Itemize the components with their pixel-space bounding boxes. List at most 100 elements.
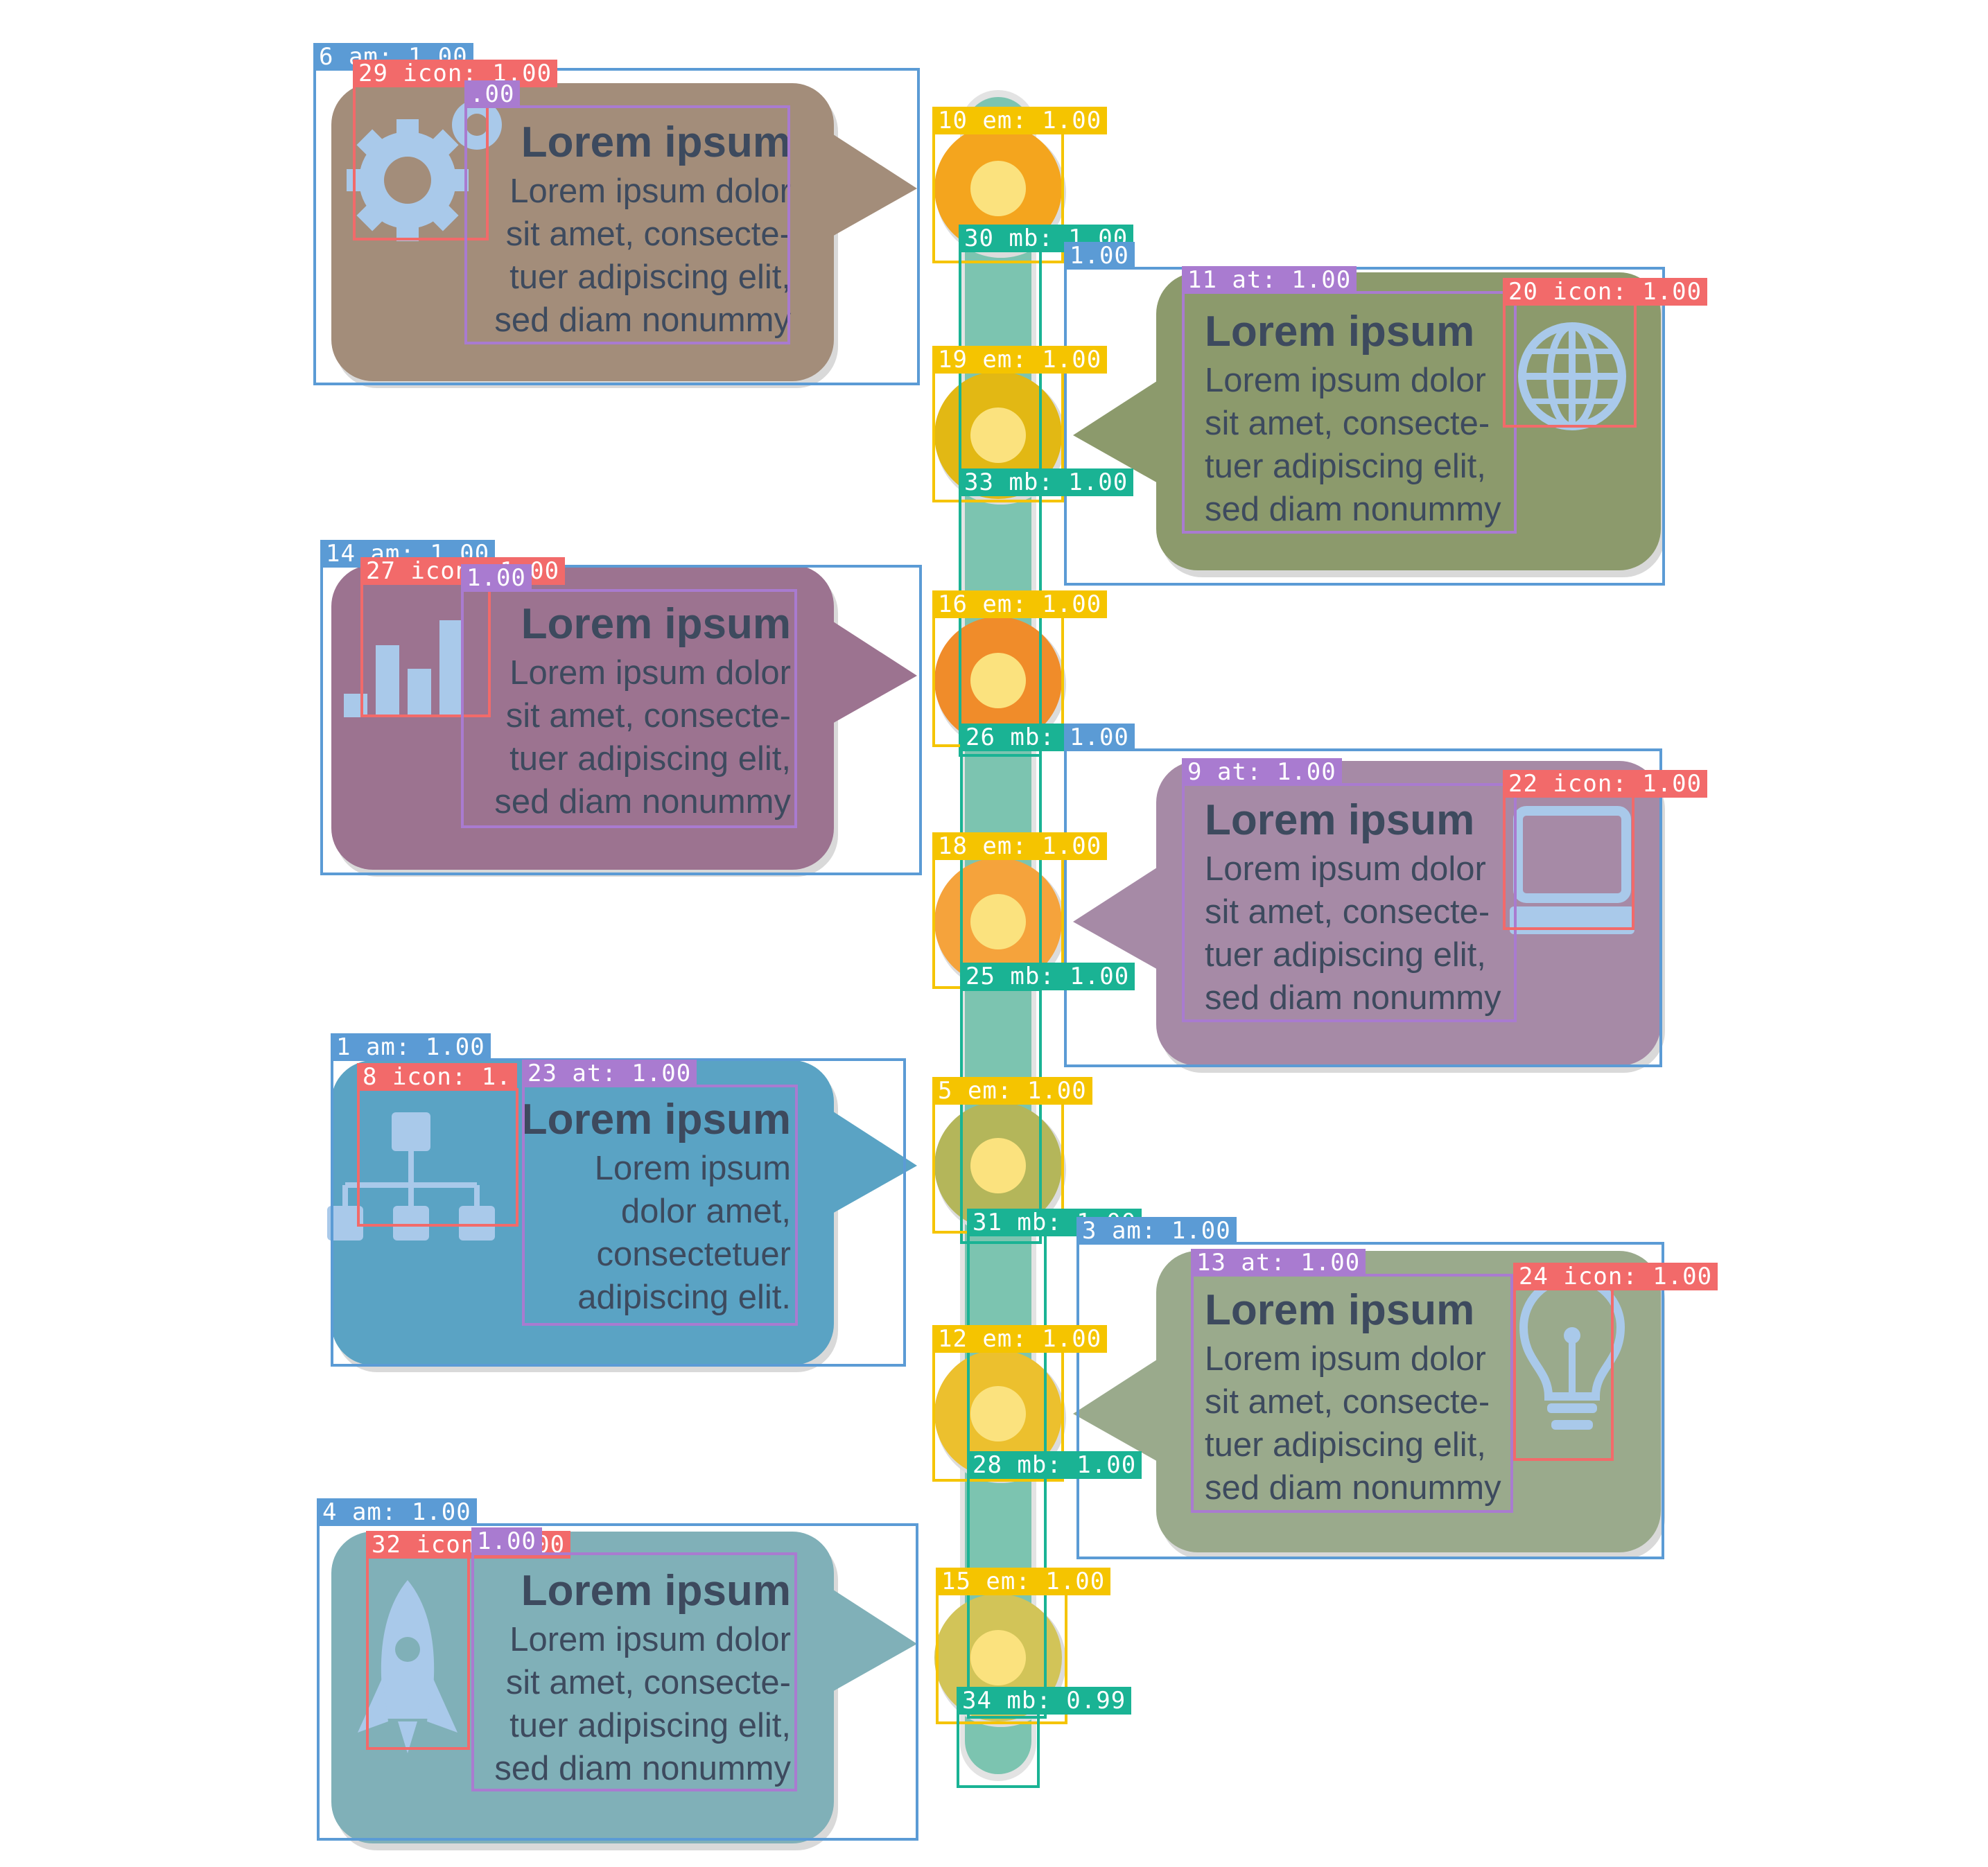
- card-body: Lorem ipsum dolor sit amet, consecte-tuer…: [494, 1618, 791, 1790]
- org-chart-icon: [327, 1112, 495, 1241]
- timeline-card: [331, 1532, 917, 1850]
- card-pointer: [1073, 866, 1159, 970]
- timeline-node-core: [970, 894, 1026, 949]
- annotation-label: 3 am: 1.00: [1076, 1217, 1237, 1245]
- annotation-box: 11 at: 1.00: [1182, 266, 1517, 534]
- annotation-label: 4 am: 1.00: [317, 1498, 477, 1526]
- card-body-line: tuer adipiscing elit,: [1205, 448, 1486, 485]
- card-bubble: [331, 1060, 834, 1365]
- annotation-box: 19 em: 1.00: [932, 346, 1108, 502]
- card-body-line: tuer adipiscing elit,: [1205, 1426, 1486, 1464]
- card-body-line: sit amet, consecte-: [1205, 1383, 1490, 1421]
- card-body: Lorem ipsum dolor sit amet, consecte-tuer…: [494, 170, 791, 342]
- card-body-line: sed diam nonummy: [494, 783, 791, 821]
- timeline-card: [1073, 272, 1665, 577]
- annotation-label: 10 em: 1.00: [932, 107, 1108, 134]
- annotation-label: 22 icon: 1.00: [1503, 770, 1708, 798]
- card-body: Lorem ipsum dolor sit amet, consecte-tuer…: [1205, 1338, 1501, 1509]
- annotation-label: 1.00: [461, 564, 532, 592]
- bar-chart-icon: [344, 620, 463, 717]
- card-body-line: sit amet, consecte-: [505, 1664, 791, 1701]
- card-body-line: adipiscing elit.: [577, 1279, 791, 1316]
- annotation-label: 16 em: 1.00: [932, 590, 1108, 618]
- annotation-box: 25 mb: 1.00: [960, 963, 1135, 1244]
- card-body-line: Lorem ipsum dolor: [1205, 362, 1486, 399]
- annotation-box: 29 icon: 1.00: [353, 60, 558, 240]
- card-title: Lorem ipsum: [521, 600, 791, 648]
- annotation-label: 24 icon: 1.00: [1513, 1263, 1718, 1290]
- timeline-node-core: [970, 161, 1026, 216]
- card-bubble: [1156, 1251, 1661, 1552]
- annotation-box: 1.00: [1064, 242, 1665, 586]
- timeline-node-core: [970, 1138, 1026, 1193]
- annotation-box: 18 em: 1.00: [932, 832, 1108, 989]
- card-body: Lorem ipsum dolor sit amet, consecte-tuer…: [1205, 848, 1501, 1019]
- card-body-line: Lorem ipsum dolor: [509, 173, 791, 210]
- timeline-card: [331, 83, 917, 388]
- annotation-label: .00: [464, 80, 521, 108]
- card-body-line: sed diam nonummy: [494, 301, 791, 339]
- annotation-box: 28 mb: 1.00: [967, 1451, 1142, 1719]
- annotation-box: 9 at: 1.00: [1182, 758, 1517, 1022]
- card-body: Lorem ipsum dolor amet, consectetuer adipis…: [577, 1147, 791, 1319]
- card-bubble: [331, 1532, 834, 1843]
- card-bubble: [331, 83, 834, 381]
- annotation-label: 9 at: 1.00: [1182, 758, 1342, 786]
- annotation-box: 1.00: [461, 564, 797, 828]
- annotation-box: 15 em: 1.00: [936, 1568, 1111, 1724]
- annotation-label: 1 am: 1.00: [331, 1033, 491, 1061]
- card-body-line: sit amet, consecte-: [505, 697, 791, 735]
- card-pointer: [831, 1588, 917, 1692]
- annotation-box: 8 icon: 1.: [357, 1063, 518, 1227]
- timeline-card: [327, 1060, 917, 1372]
- annotation-label: 29 icon: 1.00: [353, 60, 558, 87]
- annotation-label: 15 em: 1.00: [936, 1568, 1111, 1595]
- card-title: Lorem ipsum: [521, 119, 791, 166]
- timeline-node-core: [970, 1386, 1026, 1441]
- annotation-box: 1.00: [471, 1527, 797, 1791]
- card-body-line: sed diam nonummy: [1205, 1469, 1501, 1507]
- timeline-node-core: [970, 407, 1026, 463]
- card-body-line: tuer adipiscing elit,: [509, 1707, 791, 1744]
- card-body-line: tuer adipiscing elit,: [509, 740, 791, 778]
- card-title: Lorem ipsum: [521, 1096, 791, 1143]
- rocket-icon: [358, 1580, 457, 1753]
- annotation-label: 1.00: [1064, 242, 1135, 270]
- card-title: Lorem ipsum: [1205, 796, 1475, 844]
- card-title: Lorem ipsum: [1205, 308, 1475, 356]
- annotation-label: 8 icon: 1.: [357, 1063, 517, 1091]
- card-pointer: [831, 133, 917, 237]
- annotation-label: 12 em: 1.00: [932, 1325, 1108, 1353]
- card-body-line: tuer adipiscing elit,: [509, 258, 791, 296]
- annotation-label: 33 mb: 1.00: [959, 468, 1134, 496]
- card-pointer: [1073, 380, 1159, 484]
- timeline-node-core: [970, 653, 1026, 708]
- annotation-box: 23 at: 1.00: [522, 1060, 798, 1326]
- annotation-label: 20 icon: 1.00: [1503, 278, 1708, 306]
- annotation-label: 11 at: 1.00: [1182, 266, 1357, 294]
- annotation-box: 3 am: 1.00: [1076, 1217, 1664, 1559]
- annotation-label: 28 mb: 1.00: [967, 1451, 1142, 1479]
- card-pointer: [831, 620, 917, 724]
- annotation-box: 12 em: 1.00: [932, 1325, 1108, 1482]
- card-body-line: sit amet, consecte-: [1205, 405, 1490, 442]
- annotation-box: 32 icon: 1.00: [366, 1531, 571, 1750]
- annotation-box: 14 am: 1.00: [320, 540, 922, 875]
- timeline-node: [934, 858, 1066, 991]
- card-body-line: consectetuer: [596, 1236, 791, 1273]
- annotation-box: 4 am: 1.00: [317, 1498, 918, 1841]
- card-body-line: tuer adipiscing elit,: [1205, 936, 1486, 974]
- timeline-node: [934, 617, 1066, 750]
- card-body-line: sed diam nonummy: [1205, 979, 1501, 1017]
- annotation-label: 23 at: 1.00: [522, 1060, 697, 1087]
- timeline-node: [934, 1102, 1066, 1235]
- annotation-box: 10 em: 1.00: [932, 107, 1108, 263]
- card-title: Lorem ipsum: [1205, 1286, 1475, 1334]
- card-body-line: Lorem ipsum dolor: [509, 1621, 791, 1658]
- card-body: Lorem ipsum dolor sit amet, consecte-tuer…: [1205, 359, 1501, 531]
- card-bubble: [1156, 761, 1661, 1066]
- card-pointer: [1073, 1358, 1159, 1462]
- card-body-line: sit amet, consecte-: [505, 216, 791, 253]
- annotation-box: 5 em: 1.00: [932, 1077, 1092, 1234]
